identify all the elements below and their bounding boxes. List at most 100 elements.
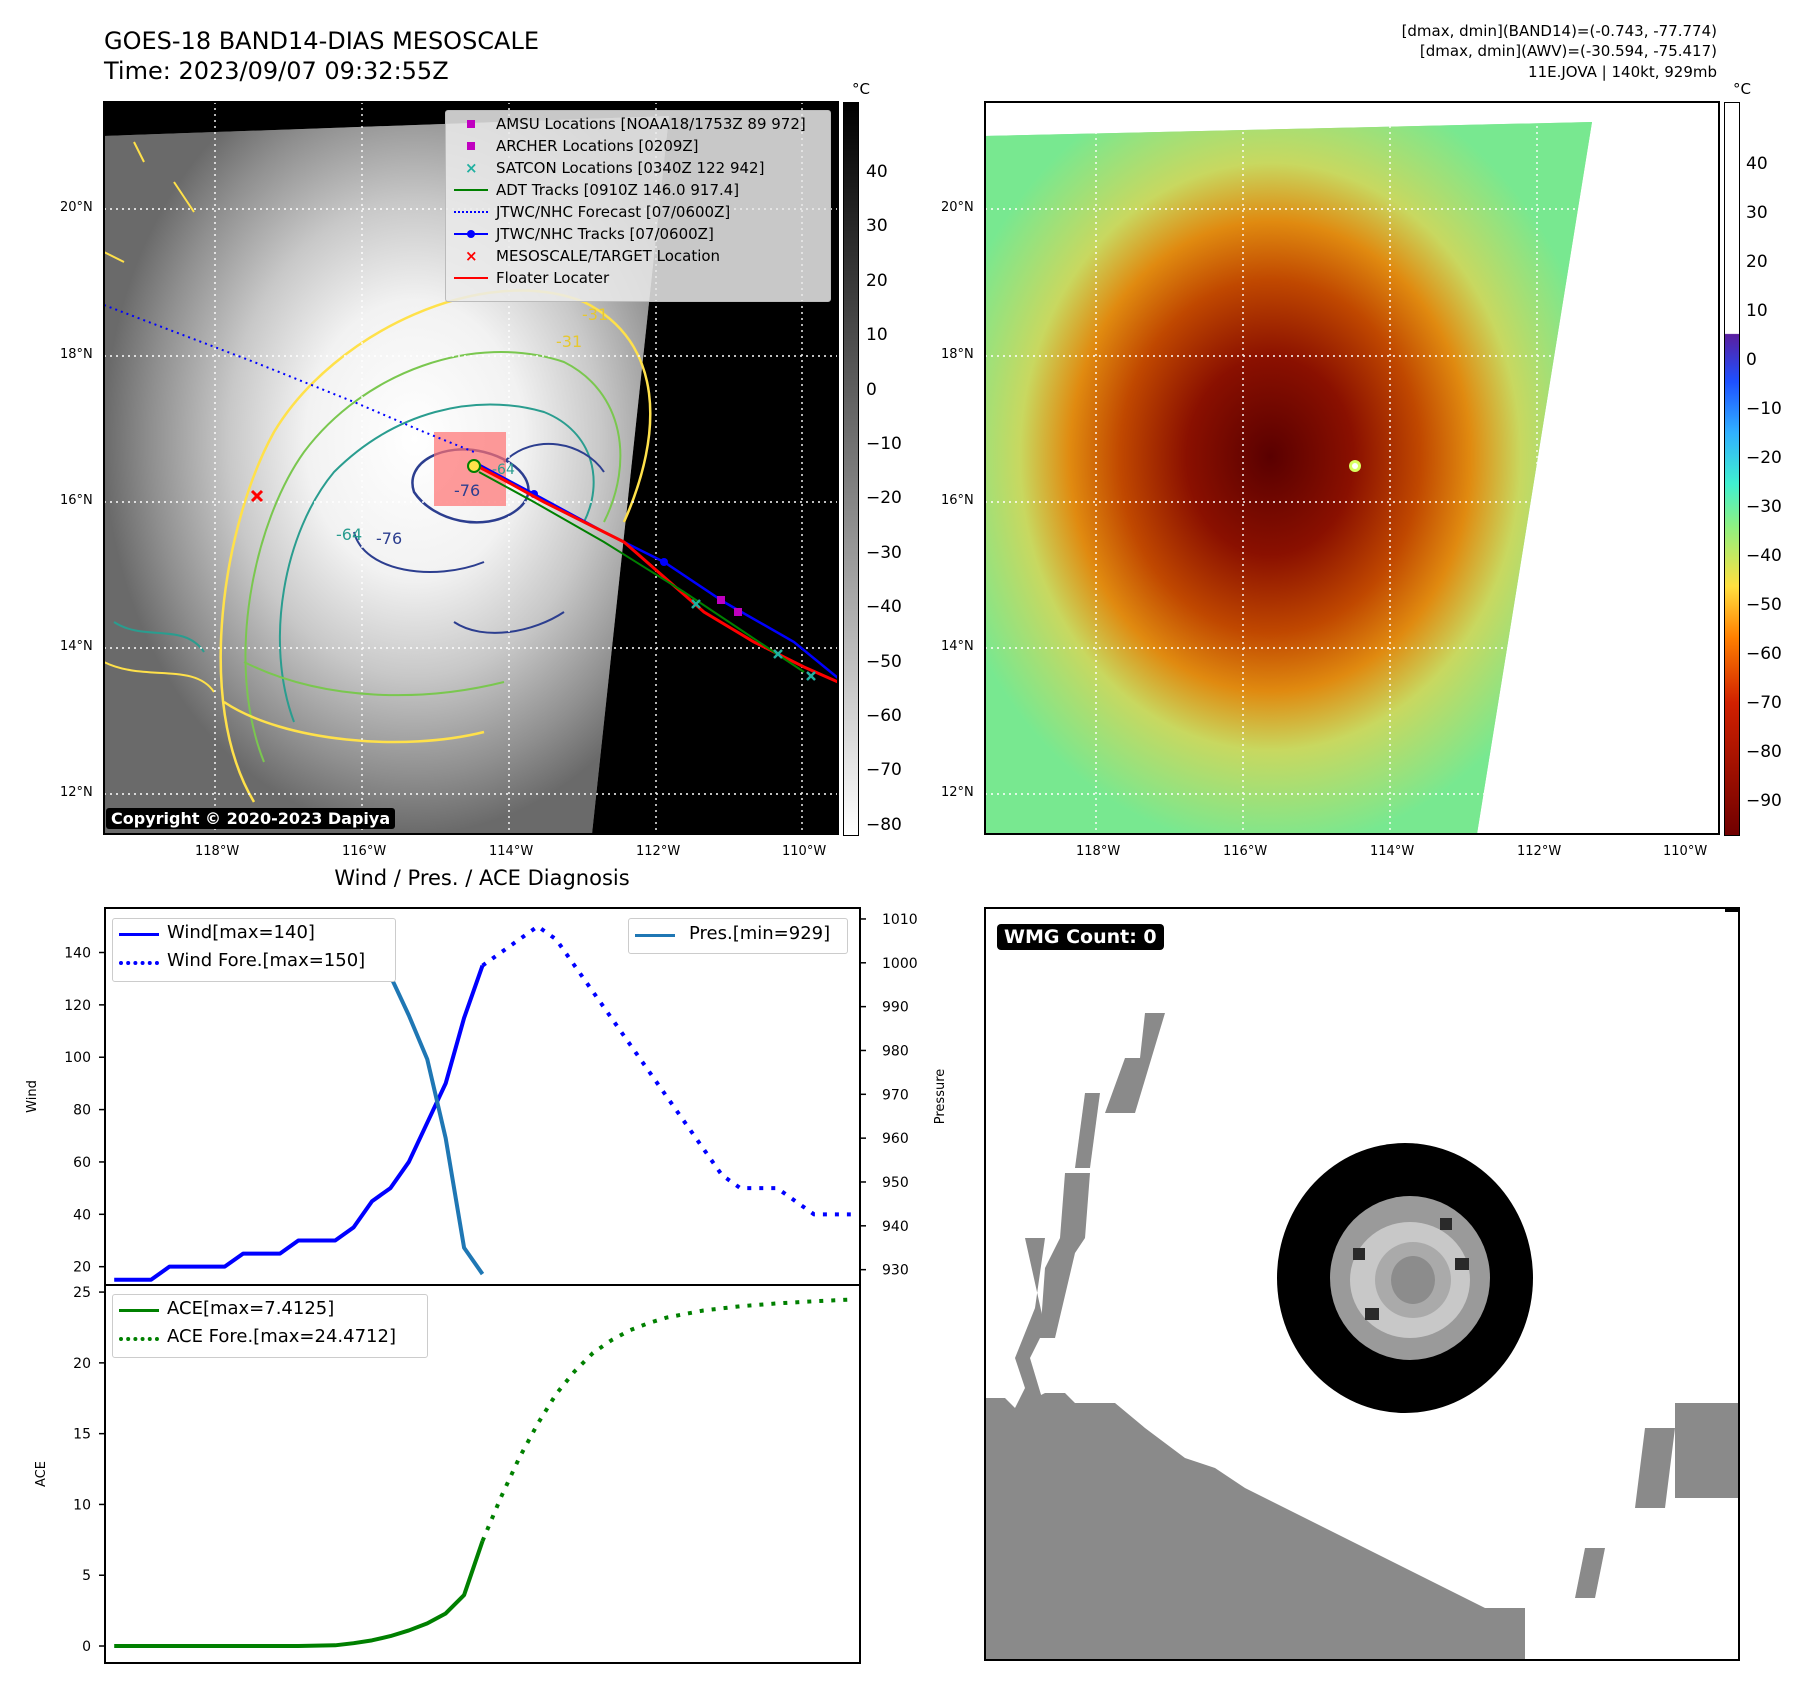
lat-label: 16°N [60,493,93,508]
legend-item-mesoscale: × MESOSCALE/TARGET Location [465,246,721,265]
square-marker-icon [467,119,475,128]
colorbar-tick: 10 [866,325,888,346]
lon-label: 116°W [342,844,387,859]
colorbar-tick: −20 [866,488,902,509]
wmg-map-image [985,908,1739,1660]
colorbar-tick: 20 [1746,252,1768,272]
ace-legend: ACE[max=7.4125] ACE Fore.[max=24.4712] [112,1294,428,1358]
contour-label: -64 [336,525,362,544]
legend-item-forecast: JTWC/NHC Forecast [07/0600Z] [452,201,730,221]
solid-line-icon [635,924,675,946]
colorbar-tick: −40 [1746,546,1782,566]
colorbar-tick: −30 [1746,497,1782,517]
lat-label: 16°N [941,493,974,508]
wmg-map-frame [984,907,1740,1661]
wmg-count-badge: WMG Count: 0 [997,924,1164,950]
diagnosis-chart: 2040608010012014093094095096097098099010… [25,907,948,1664]
info-line2: [dmax, dmin](AWV)=(-30.594, -75.417) [1419,42,1717,60]
y2-tick-label: 980 [882,1043,909,1059]
info-line1: [dmax, dmin](BAND14)=(-0.743, -77.774) [1401,22,1717,40]
y2-tick-label: 970 [882,1087,909,1103]
colorbar-tick: 0 [1746,350,1757,370]
awv-map-image [985,102,1719,834]
ir-colorbar-ticks: 40 30 20 10 0 −10 −20 −30 −40 −50 −60 −7… [866,145,902,852]
colorbar-tick: −70 [1746,693,1782,713]
y-tick-label: 100 [64,1050,91,1066]
legend-label: Wind Fore.[max=150] [167,950,366,971]
legend-item-adt: ADT Tracks [0910Z 146.0 917.4] [452,179,739,199]
colorbar-tick: −30 [866,542,902,563]
solid-line-icon [119,923,159,945]
colorbar-tick: −40 [866,597,902,618]
colorbar-tick: −90 [1746,791,1782,811]
ir-colorbar [843,102,859,836]
lat-label: 12°N [60,785,93,800]
ace-plot: 0 5 10 15 20 25 ACE [34,1284,861,1664]
legend-label: ACE Fore.[max=24.4712] [167,1326,396,1347]
contour-label: -76 [376,529,402,548]
dotted-line-icon [119,951,159,973]
lon-label: 118°W [195,844,240,859]
lon-label: 110°W [1663,844,1708,859]
y2-tick-label: 950 [882,1175,909,1191]
colorbar-tick: 10 [1746,301,1768,321]
ir-legend: AMSU Locations [NOAA18/1753Z 89 972] ARC… [445,110,831,302]
y-tick-label: 120 [64,998,91,1014]
awv-colorbar-ticks: 40 30 20 10 0 −10 −20 −30 −40 −50 −60 −7… [1746,140,1782,826]
info-line3: 11E.JOVA | 140kt, 929mb [1528,63,1717,81]
legend-label: ACE[max=7.4125] [167,1298,335,1319]
lat-label: 18°N [941,347,974,362]
y-tick-label: 40 [73,1207,91,1223]
diagnosis-title: Wind / Pres. / ACE Diagnosis [334,866,630,890]
y-tick-label: 140 [64,946,91,962]
y-tick-label: 25 [73,1285,91,1301]
series-line-1 [481,924,851,1217]
ace-series-line-1 [480,1297,851,1542]
y2-tick-label: 990 [882,1000,909,1016]
lat-label: 14°N [941,639,974,654]
solid-line-icon [454,276,488,279]
wind-legend: Wind[max=140] Wind Fore.[max=150] [112,918,396,982]
y2-tick-label: 930 [882,1263,909,1279]
legend-item-tracks: JTWC/NHC Tracks [07/0600Z] [452,223,714,243]
square-marker-icon [467,141,475,150]
colorbar-tick: −80 [1746,742,1782,762]
contour-label: -64 [492,462,515,478]
y-tick-label: 60 [73,1155,91,1171]
wmg-map: WMG Count: 0 [985,908,1739,1660]
y2-tick-label: 940 [882,1219,909,1235]
lat-label: 20°N [941,200,974,215]
dotted-line-icon [119,1327,159,1349]
colorbar-tick: 30 [1746,203,1768,223]
series-line-0 [114,964,485,1282]
colorbar-tick: −60 [1746,644,1782,664]
colorbar-tick: −20 [1746,448,1782,468]
lon-label: 112°W [636,844,681,859]
y-axis-label: ACE [34,1461,49,1487]
figure-title-line2: Time: 2023/09/07 09:32:55Z [104,57,449,85]
solid-line-icon [119,1299,159,1321]
lon-label: 114°W [1370,844,1415,859]
colorbar-tick: 40 [1746,154,1768,174]
y2-tick-label: 1000 [882,956,918,972]
wind-pressure-plot: 20 40 60 80 100 120 140 930 940 950 960 970 980 990 10… [25,907,948,1286]
lat-label: 20°N [60,200,93,215]
y-tick-label: 15 [73,1427,91,1443]
y-tick-label: 10 [73,1497,91,1513]
colorbar-tick: 20 [866,270,888,291]
awv-colorbar [1724,102,1740,836]
y-tick-label: 20 [73,1356,91,1372]
y2-tick-label: 1010 [882,912,918,928]
colorbar-tick: 0 [866,379,877,400]
ir-colorbar-unit: °C [852,80,870,98]
lat-label: 14°N [60,639,93,654]
ir-map-frame [103,101,839,835]
lat-label: 18°N [60,347,93,362]
awv-map-frame [984,101,1720,835]
legend-item-archer: ARCHER Locations [0209Z] [452,135,699,155]
legend-item-satcon: × SATCON Locations [0340Z 122 942] [465,158,765,177]
lon-label: 114°W [489,844,534,859]
x-marker-icon: × [465,158,478,177]
colorbar-tick: −80 [866,814,902,835]
contour-label: -31 [556,332,582,351]
